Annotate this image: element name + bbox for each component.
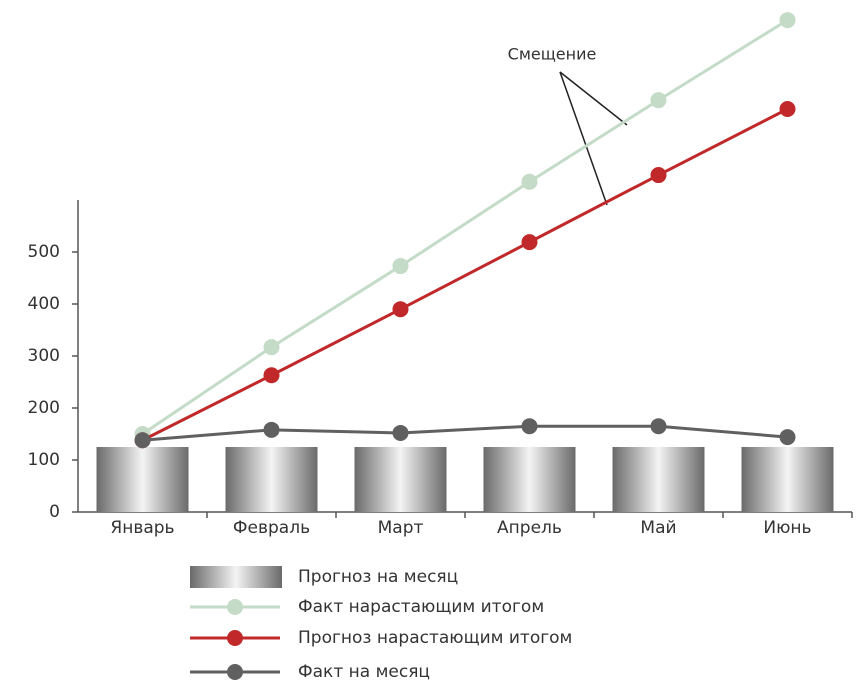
y-tick-label: 500	[28, 242, 60, 262]
marker	[650, 418, 667, 435]
y-tick-label: 100	[28, 450, 60, 470]
annotation: Смещение	[508, 45, 597, 64]
legend-swatch	[190, 566, 282, 588]
marker	[521, 173, 538, 190]
bar	[96, 447, 189, 512]
line	[141, 107, 789, 442]
x-tick-label: Март	[378, 518, 424, 538]
legend-marker	[227, 664, 243, 680]
annotation-arrows	[559, 71, 628, 206]
bar	[354, 447, 447, 512]
legend-marker	[227, 630, 243, 646]
y-tick-label: 200	[28, 398, 60, 418]
marker	[263, 367, 280, 384]
marker	[263, 421, 280, 438]
x-tick-label: Апрель	[497, 518, 562, 538]
bar	[483, 447, 576, 512]
marker	[779, 12, 796, 29]
x-tick-label: Февраль	[233, 518, 310, 538]
marker	[650, 167, 667, 184]
line	[141, 18, 789, 436]
marker	[779, 101, 796, 117]
bar	[741, 447, 834, 512]
x-tick-label: Июнь	[763, 518, 811, 538]
legend-marker	[227, 599, 243, 615]
marker	[392, 424, 409, 441]
legend-label: Прогноз на месяц	[298, 567, 458, 587]
marker	[779, 429, 796, 446]
legend-label: Прогноз нарастающим итогом	[298, 628, 572, 648]
x-tick-label: Май	[640, 518, 676, 538]
marker	[392, 301, 409, 318]
line	[142, 424, 788, 442]
y-tick-label: 0	[49, 502, 60, 522]
legend-label: Факт нарастающим итогом	[298, 597, 544, 617]
marker	[650, 92, 667, 109]
marker	[521, 418, 538, 435]
marker	[263, 339, 280, 356]
x-tick-label: Январь	[110, 518, 174, 538]
marker	[134, 432, 151, 449]
legend-label: Факт на месяц	[298, 662, 430, 682]
bar	[612, 447, 705, 512]
marker	[392, 258, 409, 275]
y-tick-label: 400	[28, 294, 60, 314]
marker	[521, 234, 538, 251]
y-tick-label: 300	[28, 346, 60, 366]
bar	[225, 447, 318, 512]
